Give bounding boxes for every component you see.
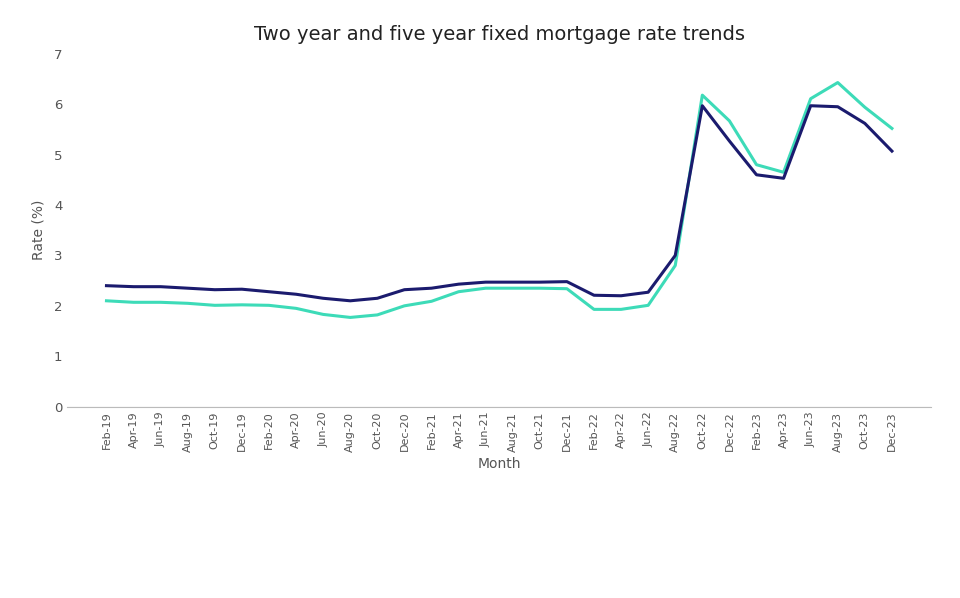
- Avg 2 year fixed: [507, 285, 518, 292]
- Avg 2 year fixed: [236, 301, 248, 309]
- Avg 5 year fixed: [859, 120, 871, 127]
- Avg 5 year fixed: [209, 286, 221, 293]
- Avg 2 year fixed: [425, 298, 437, 305]
- Avg 5 year fixed: [398, 286, 410, 293]
- Avg 5 year fixed: [480, 279, 492, 286]
- Y-axis label: Rate (%): Rate (%): [32, 200, 45, 260]
- Avg 5 year fixed: [886, 148, 898, 155]
- Avg 5 year fixed: [182, 285, 194, 292]
- Avg 5 year fixed: [128, 283, 139, 290]
- Avg 2 year fixed: [182, 300, 194, 307]
- Avg 5 year fixed: [832, 103, 844, 110]
- Avg 5 year fixed: [751, 171, 762, 178]
- Avg 2 year fixed: [101, 297, 112, 304]
- Avg 2 year fixed: [398, 302, 410, 309]
- Avg 5 year fixed: [804, 102, 816, 109]
- Avg 2 year fixed: [345, 314, 356, 321]
- Avg 5 year fixed: [290, 291, 301, 298]
- Avg 5 year fixed: [155, 283, 166, 290]
- Avg 5 year fixed: [588, 292, 600, 299]
- Avg 5 year fixed: [236, 286, 248, 293]
- Avg 2 year fixed: [562, 285, 573, 292]
- Avg 2 year fixed: [128, 299, 139, 306]
- Avg 5 year fixed: [101, 282, 112, 289]
- Avg 5 year fixed: [562, 278, 573, 285]
- Avg 5 year fixed: [724, 138, 735, 145]
- Avg 2 year fixed: [372, 312, 383, 319]
- Avg 2 year fixed: [615, 306, 627, 313]
- Avg 2 year fixed: [697, 91, 708, 99]
- Avg 5 year fixed: [318, 295, 329, 302]
- Avg 2 year fixed: [804, 95, 816, 102]
- Avg 5 year fixed: [642, 289, 654, 296]
- Line: Avg 5 year fixed: Avg 5 year fixed: [107, 106, 892, 301]
- Avg 5 year fixed: [425, 285, 437, 292]
- Avg 5 year fixed: [453, 280, 465, 288]
- Avg 2 year fixed: [209, 302, 221, 309]
- Avg 2 year fixed: [318, 311, 329, 318]
- Avg 2 year fixed: [453, 288, 465, 295]
- Avg 2 year fixed: [534, 285, 545, 292]
- Avg 2 year fixed: [155, 299, 166, 306]
- Avg 2 year fixed: [832, 79, 844, 86]
- Avg 5 year fixed: [615, 292, 627, 300]
- Avg 2 year fixed: [751, 161, 762, 168]
- Avg 2 year fixed: [480, 285, 492, 292]
- Line: Avg 2 year fixed: Avg 2 year fixed: [107, 83, 892, 318]
- Avg 5 year fixed: [372, 295, 383, 302]
- Avg 2 year fixed: [263, 302, 275, 309]
- Title: Two year and five year fixed mortgage rate trends: Two year and five year fixed mortgage ra…: [253, 25, 745, 44]
- Avg 5 year fixed: [263, 288, 275, 295]
- Avg 2 year fixed: [724, 117, 735, 124]
- Avg 5 year fixed: [669, 252, 681, 259]
- Avg 2 year fixed: [642, 302, 654, 309]
- Avg 5 year fixed: [507, 279, 518, 286]
- Avg 2 year fixed: [886, 125, 898, 132]
- Avg 2 year fixed: [290, 305, 301, 312]
- X-axis label: Month: Month: [477, 457, 521, 471]
- Avg 5 year fixed: [534, 279, 545, 286]
- Avg 2 year fixed: [859, 103, 871, 111]
- Avg 5 year fixed: [345, 297, 356, 304]
- Avg 2 year fixed: [778, 169, 789, 176]
- Avg 5 year fixed: [697, 102, 708, 109]
- Avg 5 year fixed: [778, 175, 789, 182]
- Avg 2 year fixed: [669, 262, 681, 269]
- Avg 2 year fixed: [588, 306, 600, 313]
